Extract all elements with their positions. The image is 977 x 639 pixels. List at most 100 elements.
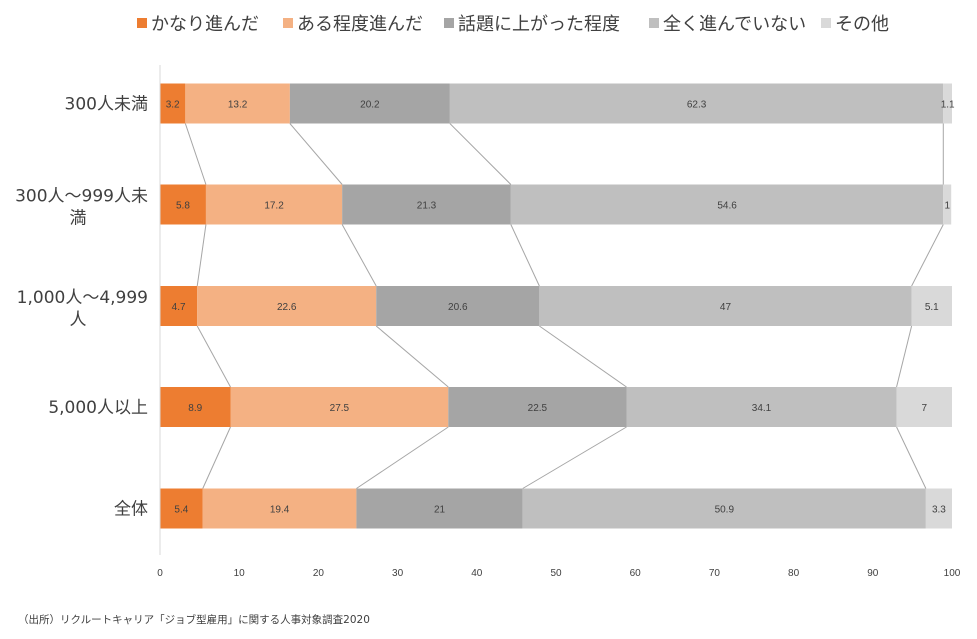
bar-segment	[522, 488, 926, 529]
data-label: 1.1	[941, 100, 955, 111]
series-line	[289, 123, 343, 185]
data-label: 22.6	[277, 302, 297, 313]
data-label: 17.2	[264, 201, 284, 212]
bar-segment	[160, 184, 206, 225]
bar-segment	[160, 387, 231, 427]
bar-segment	[197, 286, 377, 326]
category-label: 満	[70, 209, 87, 229]
category-label: 人	[70, 310, 87, 330]
data-label: 19.4	[270, 505, 290, 516]
series-line	[202, 426, 231, 489]
x-tick-label: 10	[234, 568, 246, 579]
category-label: 5,000人以上	[48, 398, 148, 418]
series-line	[539, 325, 627, 388]
bar-segment	[626, 387, 897, 427]
bar-segment	[448, 387, 627, 427]
data-label: 47	[720, 302, 732, 313]
x-tick-label: 30	[392, 568, 404, 579]
data-label: 21.3	[417, 201, 437, 212]
legend-swatch	[137, 18, 147, 28]
series-line	[341, 224, 377, 287]
bar-segment	[185, 83, 290, 124]
bar-segment	[943, 184, 952, 225]
bar-segment	[896, 387, 952, 427]
data-label: 20.2	[360, 100, 380, 111]
data-label: 22.5	[528, 403, 548, 414]
data-label: 54.6	[717, 201, 737, 212]
legend-swatch	[283, 18, 293, 28]
bar-segment	[510, 184, 944, 225]
x-tick-label: 60	[630, 568, 642, 579]
x-tick-labels: 0 10 20 30 40 50 60 70 80 90 100	[157, 568, 961, 579]
x-tick-label: 80	[788, 568, 800, 579]
category-label: 300人未満	[65, 95, 148, 115]
bar-segment	[202, 488, 357, 529]
legend-label: かなり進んだ	[151, 14, 259, 35]
bar-segment	[376, 286, 540, 326]
x-tick-label: 100	[944, 568, 961, 579]
bar-segment	[160, 488, 203, 529]
series-line	[449, 123, 512, 185]
series-line	[911, 224, 944, 287]
x-tick-label: 90	[867, 568, 879, 579]
data-label: 5.8	[176, 201, 190, 212]
bar-segment	[925, 488, 952, 529]
bar-segment	[911, 286, 952, 326]
x-tick-label: 0	[157, 568, 163, 579]
legend-label: 話題に上がった程度	[458, 14, 620, 35]
data-label: 62.3	[687, 100, 707, 111]
bar-segment	[289, 83, 450, 124]
series-line	[184, 123, 207, 185]
legend-swatch	[821, 18, 831, 28]
data-label: 20.6	[448, 302, 468, 313]
legend-label: ある程度進んだ	[297, 14, 423, 35]
category-label: 1,000人～4,999	[17, 288, 148, 308]
legend-swatch	[444, 18, 454, 28]
series-lines	[184, 123, 944, 489]
x-tick-label: 70	[709, 568, 721, 579]
data-label: 50.9	[715, 505, 735, 516]
series-line	[356, 426, 449, 489]
x-tick-label: 40	[471, 568, 483, 579]
series-line	[196, 325, 231, 388]
x-tick-label: 20	[313, 568, 325, 579]
series-line	[196, 224, 207, 287]
bar-segment	[342, 184, 511, 225]
bars: 3.2 13.2 20.2 62.3 1.1 5.8 17.2 21.3 54.6 1 4.7 22.…	[160, 83, 955, 529]
data-label: 3.3	[932, 505, 946, 516]
data-label: 21	[434, 505, 446, 516]
legend: かなり進んだ ある程度進んだ 話題に上がった程度 全く進んでいない その他	[137, 14, 889, 35]
series-line	[896, 426, 927, 489]
bar-segment	[230, 387, 449, 427]
bar-segment	[160, 83, 186, 124]
series-line	[896, 325, 913, 388]
bar-segment	[539, 286, 912, 326]
data-label: 5.1	[925, 302, 939, 313]
data-label: 7	[921, 403, 927, 414]
x-tick-label: 50	[550, 568, 562, 579]
legend-swatch	[649, 18, 659, 28]
data-label: 1	[944, 201, 950, 212]
series-line	[510, 224, 540, 287]
data-label: 27.5	[330, 403, 350, 414]
data-label: 3.2	[166, 100, 180, 111]
category-label: 300人～999人未	[15, 187, 148, 207]
source-note: （出所）リクルートキャリア「ジョブ型雇用」に関する人事対象調査2020	[18, 613, 370, 626]
data-label: 4.7	[172, 302, 186, 313]
data-label: 5.4	[174, 505, 188, 516]
bar-segment	[205, 184, 343, 225]
legend-label: その他	[835, 14, 889, 35]
bar-segment	[356, 488, 523, 529]
category-label: 全体	[114, 500, 148, 520]
data-label: 8.9	[188, 403, 202, 414]
bar-segment	[160, 286, 198, 326]
bar-segment	[449, 83, 944, 124]
series-line	[375, 325, 449, 388]
data-label: 13.2	[228, 100, 248, 111]
data-label: 34.1	[752, 403, 772, 414]
bar-segment	[943, 83, 952, 124]
legend-label: 全く進んでいない	[663, 14, 806, 35]
